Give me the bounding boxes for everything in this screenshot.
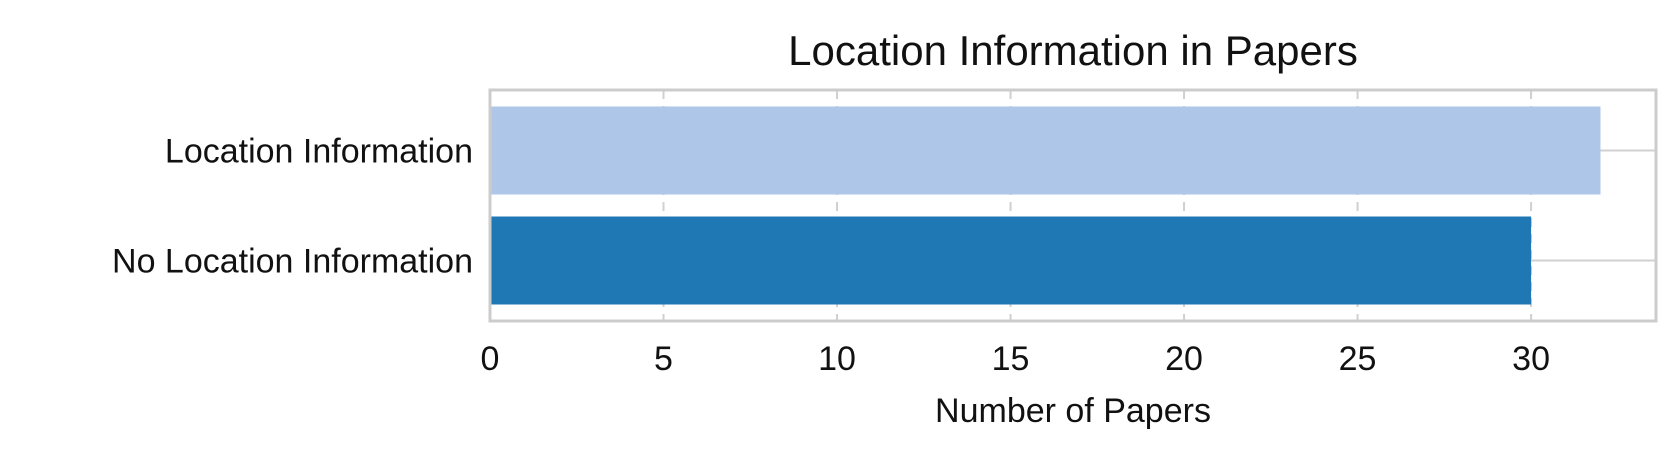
bar-no-location-information bbox=[490, 216, 1532, 305]
y-tick-label: No Location Information bbox=[112, 243, 473, 281]
bar-layer bbox=[490, 106, 1601, 305]
x-tick-label: 30 bbox=[1512, 340, 1550, 378]
x-tick-label: 10 bbox=[818, 340, 856, 378]
x-axis-label: Number of Papers bbox=[935, 392, 1211, 430]
y-tick-labels: Location Information No Location Informat… bbox=[112, 133, 473, 281]
chart-title: Location Information in Papers bbox=[788, 27, 1358, 74]
y-tick-label: Location Information bbox=[165, 133, 473, 171]
x-tick-label: 0 bbox=[481, 340, 500, 378]
x-tick-label: 15 bbox=[992, 340, 1030, 378]
x-tick-label: 20 bbox=[1165, 340, 1203, 378]
x-tick-label: 25 bbox=[1339, 340, 1377, 378]
plot-frame bbox=[488, 88, 1658, 323]
x-tick-labels: 0 5 10 15 20 25 30 bbox=[481, 340, 1550, 378]
x-tick-label: 5 bbox=[654, 340, 673, 378]
bar-location-information bbox=[490, 106, 1601, 195]
